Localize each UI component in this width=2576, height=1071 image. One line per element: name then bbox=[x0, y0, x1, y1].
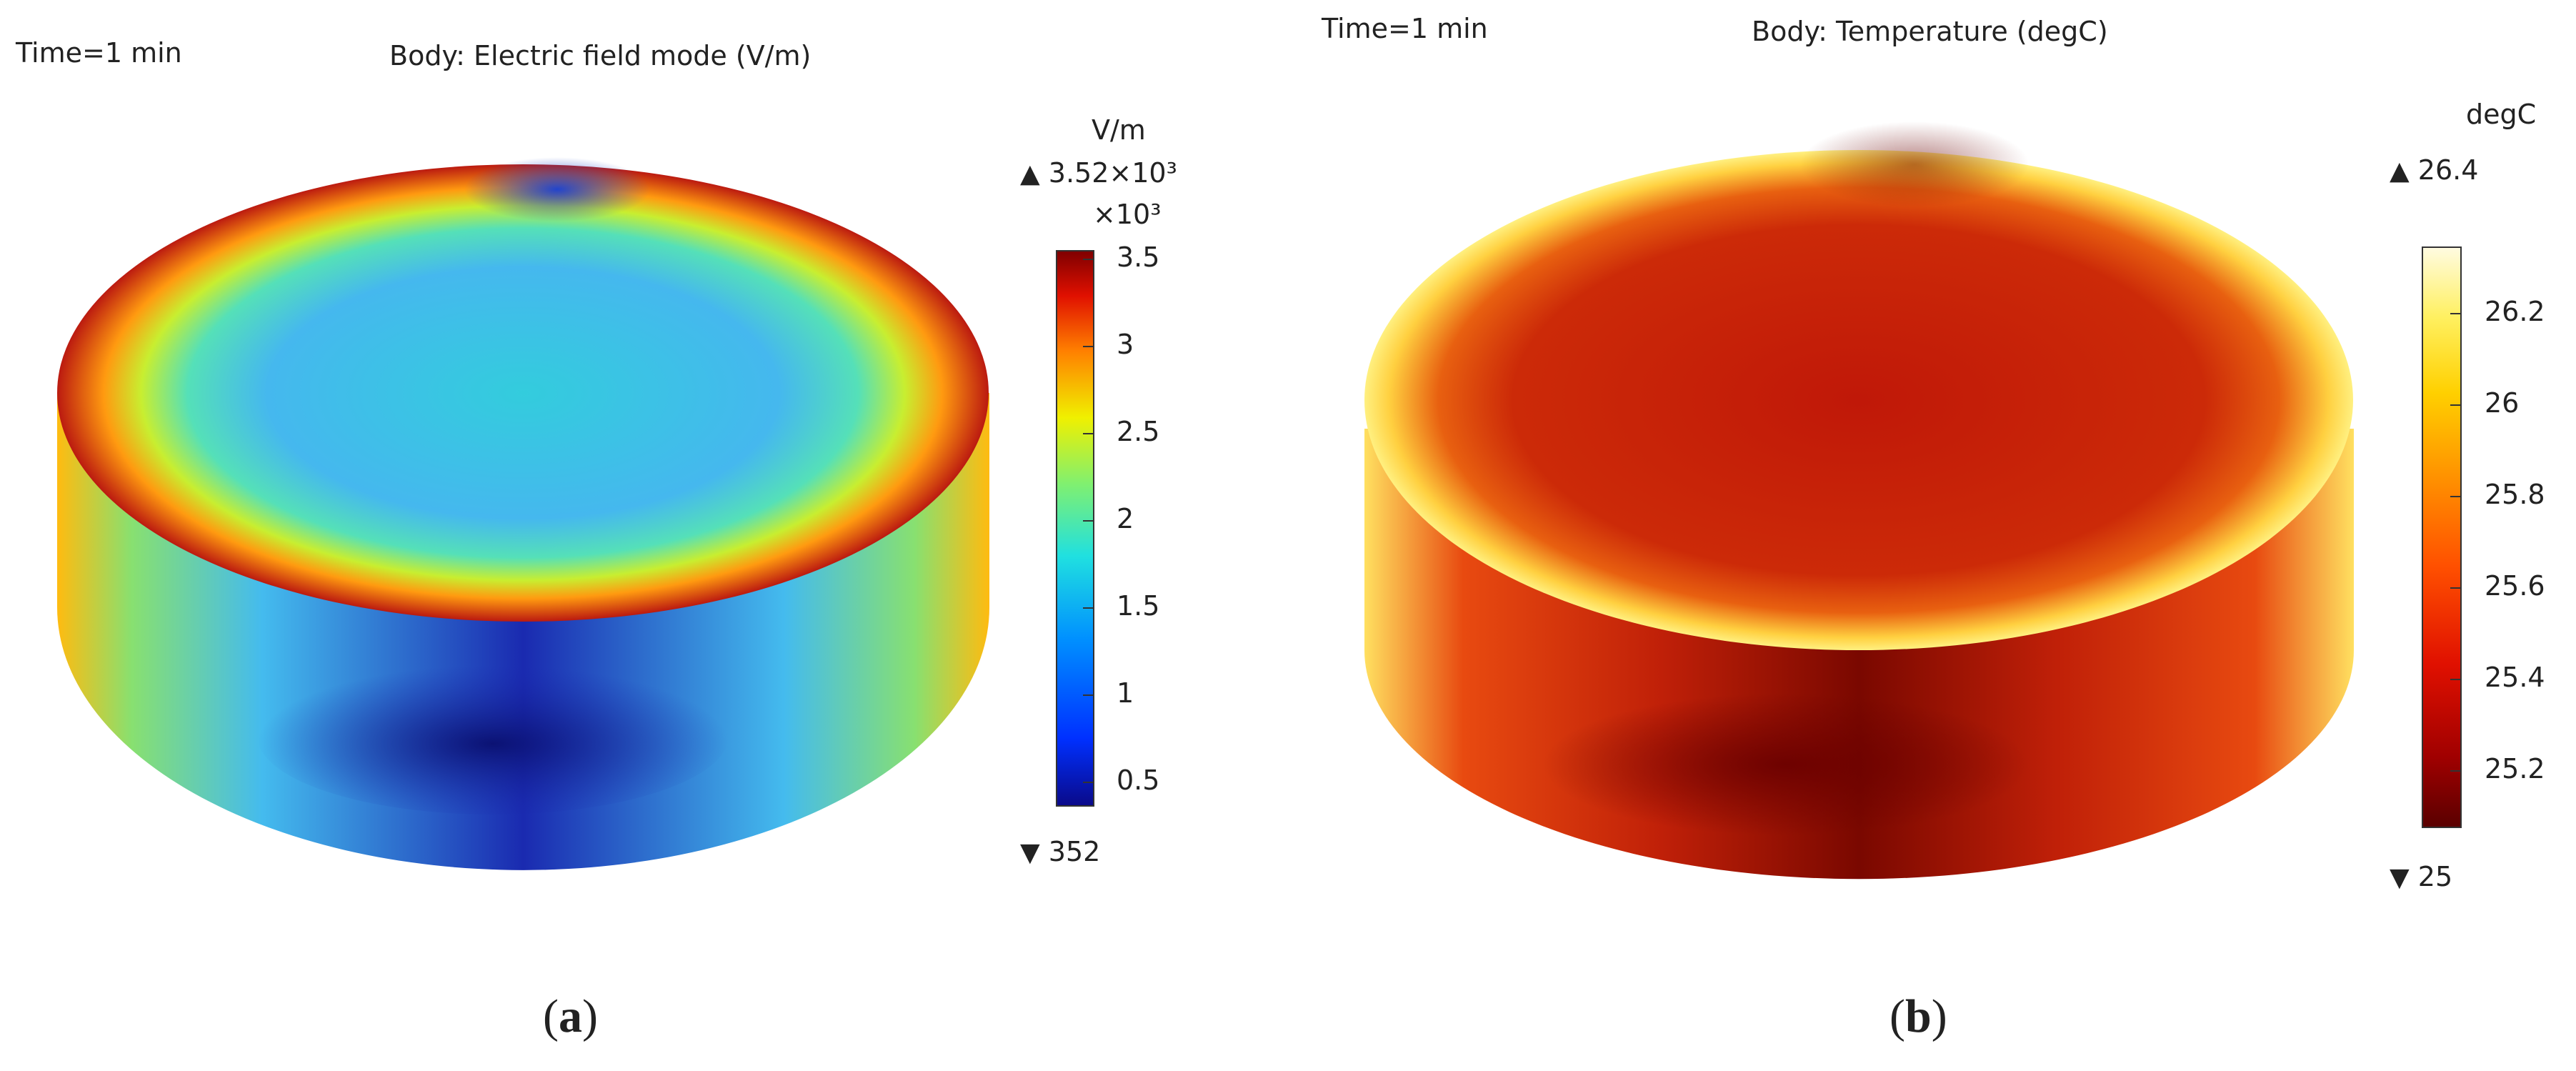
colorbar-tick: 0.5 bbox=[1117, 764, 1160, 796]
caption-b: (b) bbox=[1889, 990, 1947, 1042]
colorbar-tick: 2 bbox=[1117, 503, 1134, 534]
max-value-label: ▲ 26.4 bbox=[2390, 154, 2479, 186]
colorbar-tick: 26 bbox=[2485, 387, 2520, 419]
min-value-label: ▼ 352 bbox=[1020, 836, 1101, 867]
colorbar-unit: degC bbox=[2466, 99, 2537, 130]
max-value-label: ▲ 3.52×10³ bbox=[1020, 157, 1177, 189]
colorbar-tick: 3 bbox=[1117, 329, 1134, 360]
colorbar-efield bbox=[1056, 250, 1094, 807]
cylinder-plot-temperature bbox=[1364, 121, 2354, 880]
caption-a: (a) bbox=[543, 990, 598, 1042]
colorbar-tick: 1.5 bbox=[1117, 590, 1160, 622]
colorbar-temperature bbox=[2422, 246, 2462, 828]
plot-title: Body: Electric field mode (V/m) bbox=[389, 40, 812, 71]
colorbar-tick: 25.4 bbox=[2485, 662, 2545, 693]
colorbar-tick: 2.5 bbox=[1117, 416, 1160, 447]
colorbar-tick: 25.6 bbox=[2485, 570, 2545, 602]
colorbar-tick: 25.2 bbox=[2485, 753, 2545, 784]
colorbar-tick: 3.5 bbox=[1117, 241, 1160, 273]
time-label: Time=1 min bbox=[1322, 13, 1488, 44]
colorbar-tick: 25.8 bbox=[2485, 479, 2545, 510]
colorbar-unit: V/m bbox=[1092, 114, 1146, 146]
colorbar-tick: 1 bbox=[1117, 677, 1134, 709]
plot-title: Body: Temperature (degC) bbox=[1752, 16, 2108, 47]
colorbar-tick: 26.2 bbox=[2485, 296, 2545, 327]
time-label: Time=1 min bbox=[16, 37, 182, 69]
min-value-label: ▼ 25 bbox=[2390, 861, 2453, 892]
colorbar-multiplier: ×10³ bbox=[1093, 199, 1162, 230]
cylinder-plot-efield bbox=[57, 157, 989, 870]
